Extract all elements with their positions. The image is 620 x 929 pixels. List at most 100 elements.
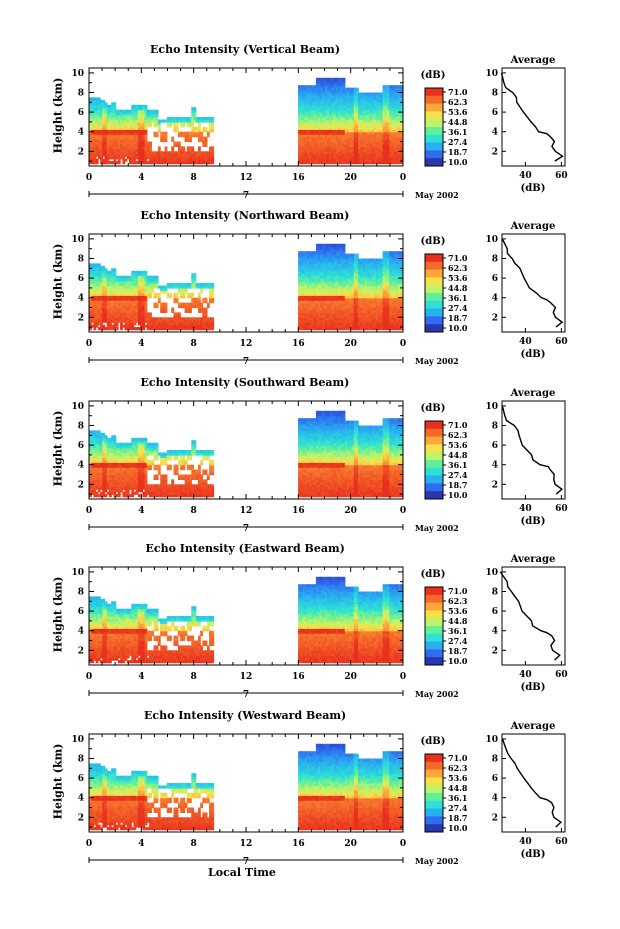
heatmap-cell (311, 112, 315, 116)
heatmap-cell (387, 131, 390, 135)
heatmap-cell (133, 126, 137, 130)
heatmap-cell (133, 270, 137, 274)
heatmap-cell (367, 307, 370, 311)
heatmap-cell (115, 297, 119, 301)
heatmap-cell (322, 309, 326, 313)
heatmap-cell (202, 136, 206, 140)
heatmap-cell (324, 324, 328, 328)
heatmap-cell (309, 317, 312, 321)
heatmap-cell (104, 302, 108, 306)
heatmap-cell (360, 287, 364, 291)
heatmap-cell (353, 161, 357, 165)
heatmap-cell (131, 273, 135, 277)
heatmap-cell (198, 129, 201, 133)
heatmap-cell (198, 134, 201, 138)
heatmap-cell (160, 285, 163, 289)
heatmap-cell (111, 314, 114, 318)
heatmap-cell (157, 285, 161, 289)
heatmap-cell (362, 104, 366, 108)
heatmap-cell (131, 153, 135, 157)
heatmap-cell (171, 322, 175, 326)
heatmap-cell (304, 109, 308, 113)
heatmap-cell (298, 153, 301, 157)
heatmap-cell (380, 292, 384, 296)
heatmap-cell (322, 297, 326, 301)
heatmap-cell (369, 141, 372, 145)
heatmap-cell (120, 292, 123, 296)
heatmap-cell (391, 117, 395, 121)
heatmap-cell (115, 148, 119, 152)
heatmap-cell (140, 324, 143, 328)
heatmap-cell (360, 109, 364, 113)
heatmap-cell (315, 297, 319, 301)
heatmap-cell (95, 283, 99, 287)
heatmap-cell (324, 263, 328, 267)
heatmap-cell (353, 263, 357, 267)
heatmap-cell (327, 82, 330, 86)
heatmap-cell (142, 146, 146, 150)
heatmap-cell (93, 129, 97, 133)
heatmap-cell (300, 90, 304, 94)
heatmap-cell (191, 126, 195, 130)
heatmap-cell (338, 82, 341, 86)
heatmap-cell (186, 158, 190, 162)
heatmap-cell (133, 292, 137, 296)
heatmap-cell (360, 161, 364, 165)
heatmap-cell (322, 156, 326, 160)
heatmap-cell (353, 117, 357, 121)
heatmap-cell (175, 317, 179, 321)
heatmap-cell (173, 324, 177, 328)
heatmap-cell (109, 312, 112, 316)
heatmap-cell (120, 139, 123, 143)
heatmap-cell (355, 253, 359, 257)
heatmap-cell (320, 121, 324, 125)
heatmap-cell (106, 278, 110, 282)
heatmap-cell (327, 156, 330, 160)
heatmap-cell (100, 319, 103, 323)
heatmap-cell (373, 136, 377, 140)
heatmap-cell (329, 141, 332, 145)
colorbar-swatch (425, 158, 443, 167)
heatmap-cell (373, 131, 377, 135)
heatmap-cell (362, 151, 366, 155)
heatmap-cell (124, 278, 128, 282)
heatmap-cell (347, 109, 350, 113)
heatmap-cell (153, 322, 157, 326)
heatmap-cell (129, 109, 132, 113)
heatmap-cell (126, 312, 130, 316)
heatmap-cell (380, 92, 384, 96)
heatmap-cell (111, 290, 114, 294)
heatmap-cell (362, 261, 366, 265)
heatmap-cell (95, 305, 99, 309)
heatmap-cell (193, 134, 197, 138)
heatmap-cell (298, 141, 301, 145)
heatmap-cell (126, 280, 130, 284)
heatmap-cell (111, 317, 114, 321)
heatmap-cell (140, 290, 143, 294)
heatmap-cell (387, 112, 390, 116)
heatmap-cell (371, 107, 375, 111)
heatmap-cell (387, 268, 390, 272)
heatmap-cell (384, 92, 388, 96)
heatmap-cell (173, 327, 177, 331)
heatmap-cell (351, 270, 355, 274)
heatmap-cell (113, 112, 117, 116)
heatmap-cell (338, 305, 341, 309)
heatmap-cell (333, 119, 337, 123)
heatmap-cell (186, 307, 190, 311)
heatmap-cell (146, 156, 150, 160)
heatmap-cell (186, 324, 190, 328)
heatmap-cell (202, 126, 206, 130)
heatmap-cell (329, 268, 332, 272)
heatmap-cell (389, 143, 393, 147)
heatmap-cell (393, 117, 397, 121)
heatmap-cell (193, 283, 197, 287)
heatmap-cell (313, 300, 317, 304)
heatmap-cell (117, 161, 121, 165)
heatmap-cell (398, 156, 401, 160)
heatmap-cell (144, 285, 148, 289)
heatmap-cell (311, 126, 315, 130)
heatmap-cell (333, 285, 337, 289)
heatmap-cell (124, 302, 128, 306)
heatmap-cell (122, 290, 126, 294)
